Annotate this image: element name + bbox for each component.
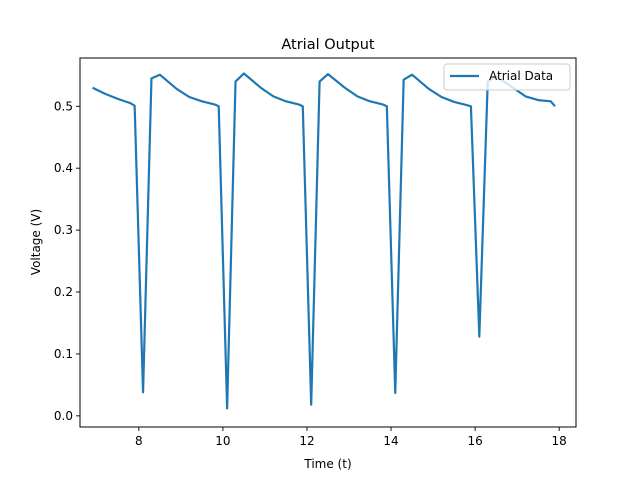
legend-box (443, 63, 571, 91)
chart-title: Atrial Output (281, 37, 375, 53)
legend-label: Atrial Data (489, 69, 553, 83)
x-tick-label: 18 (552, 434, 567, 448)
x-tick-label: 14 (383, 434, 398, 448)
y-tick-label: 0.3 (54, 223, 73, 237)
y-tick-label: 0.5 (54, 99, 73, 113)
y-tick-label: 0.2 (54, 285, 73, 299)
y-tick-label: 0.1 (54, 347, 73, 361)
y-tick-label: 0.0 (54, 409, 73, 423)
series-line-atrial-data (92, 72, 556, 410)
x-axis-title: Time (t) (303, 457, 351, 471)
legend: Atrial Data (443, 63, 571, 91)
x-tick-label: 16 (467, 434, 482, 448)
y-axis: 0.0 0.1 0.2 0.3 0.4 0.5 (54, 99, 80, 423)
x-axis: 8 10 12 14 16 18 (135, 427, 567, 448)
y-axis-title: Voltage (V) (29, 209, 43, 275)
plot-frame (79, 57, 577, 428)
plot-area (80, 58, 576, 427)
x-tick-label: 8 (135, 434, 143, 448)
x-tick-label: 12 (299, 434, 314, 448)
y-tick-label: 0.4 (54, 161, 73, 175)
x-tick-label: 10 (215, 434, 230, 448)
